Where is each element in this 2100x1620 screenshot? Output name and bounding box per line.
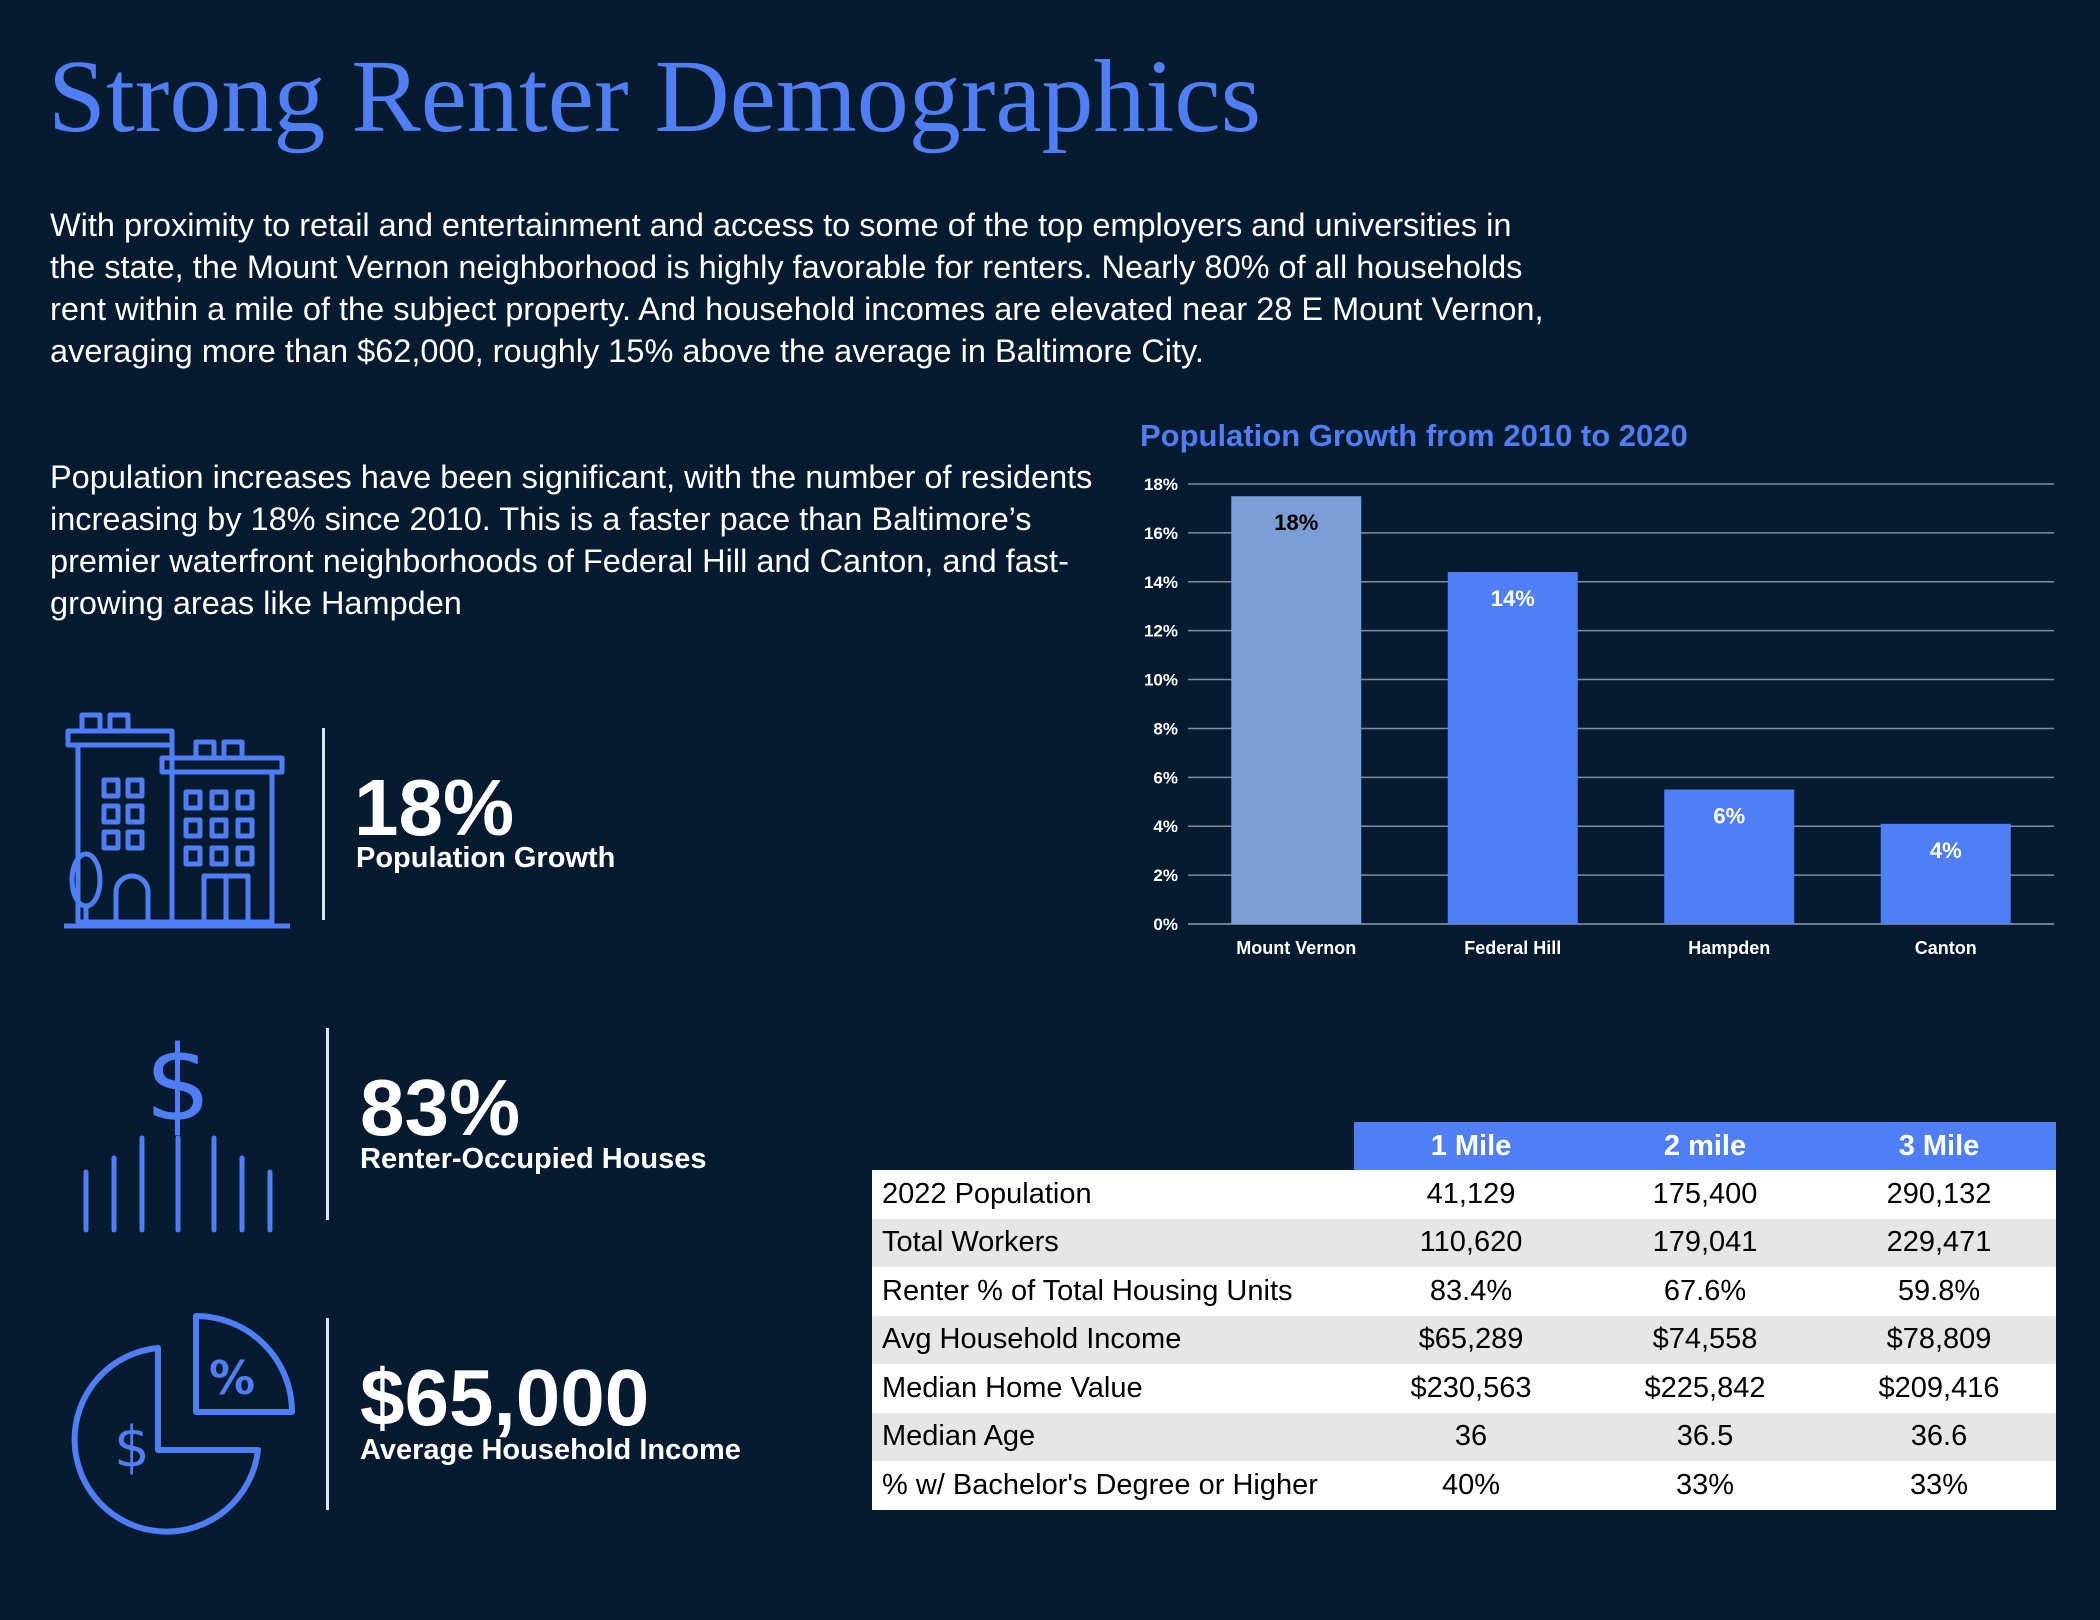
x-tick-label: Canton (1915, 938, 1977, 958)
table-cell: 83.4% (1354, 1267, 1588, 1316)
row-label: Renter % of Total Housing Units (872, 1267, 1354, 1316)
stat-value-renter: 83% (360, 1063, 521, 1152)
demographics-table: 1 Mile 2 mile 3 Mile 2022 Population 41,… (872, 1122, 2056, 1510)
table-cell: $209,416 (1822, 1364, 2056, 1413)
bar-data-label: 4% (1930, 838, 1962, 863)
table-cell: 229,471 (1822, 1218, 2056, 1267)
bar (1880, 823, 2011, 924)
table-cell: 175,400 (1588, 1170, 1822, 1219)
table-header-row: 1 Mile 2 mile 3 Mile (872, 1122, 2056, 1170)
table-row: Avg Household Income $65,289 $74,558 $78… (872, 1315, 2056, 1364)
table-row: Median Home Value $230,563 $225,842 $209… (872, 1364, 2056, 1413)
table-cell: 36.5 (1588, 1412, 1822, 1461)
y-tick-label: 2% (1153, 866, 1178, 885)
table-row: Median Age 36 36.5 36.6 (872, 1412, 2056, 1461)
table-cell: 179,041 (1588, 1218, 1822, 1267)
stat-value-population: 18% (354, 763, 515, 852)
y-tick-label: 18% (1144, 475, 1178, 494)
table-cell: 67.6% (1588, 1267, 1822, 1316)
table-row: 2022 Population 41,129 175,400 290,132 (872, 1170, 2056, 1219)
population-growth-chart: 0% 2% 4% 6% 8% 10% 12% 14% 16% 18% 18% Mount Vernon… (1144, 475, 2054, 958)
x-tick-label: Hampden (1688, 938, 1770, 958)
intro-paragraph: With proximity to retail and entertainme… (50, 207, 1544, 369)
table-cell: 290,132 (1822, 1170, 2056, 1219)
population-paragraph: Population increases have been significa… (50, 459, 1093, 621)
table-row: Renter % of Total Housing Units 83.4% 67… (872, 1267, 2056, 1316)
chart-title: Population Growth from 2010 to 2020 (1140, 418, 1688, 453)
table-header-3-mile: 3 Mile (1822, 1122, 2056, 1170)
y-tick-label: 6% (1153, 768, 1178, 787)
x-tick-label: Federal Hill (1464, 938, 1561, 958)
svg-text:%: % (209, 1351, 255, 1405)
svg-text:$: $ (145, 1023, 211, 1145)
table-cell: $230,563 (1354, 1364, 1588, 1413)
bar-data-label: 18% (1274, 510, 1318, 535)
stat-divider (326, 1028, 329, 1220)
table-cell: $65,289 (1354, 1315, 1588, 1364)
row-label: 2022 Population (872, 1170, 1354, 1219)
bar (1447, 572, 1578, 924)
x-tick-label: Mount Vernon (1236, 938, 1356, 958)
y-tick-label: 12% (1144, 622, 1178, 641)
table-cell: 33% (1588, 1461, 1822, 1510)
table-cell: 110,620 (1354, 1218, 1588, 1267)
y-tick-label: 16% (1144, 524, 1178, 543)
table-row: % w/ Bachelor's Degree or Higher 40% 33%… (872, 1461, 2056, 1510)
table-header-2-mile: 2 mile (1588, 1122, 1822, 1170)
row-label: Median Home Value (872, 1364, 1354, 1413)
bar-data-label: 14% (1491, 586, 1535, 611)
y-tick-label: 8% (1153, 719, 1178, 738)
table-cell: $225,842 (1588, 1364, 1822, 1413)
table-cell: 36 (1354, 1412, 1588, 1461)
table-cell: 36.6 (1822, 1412, 2056, 1461)
y-tick-label: 10% (1144, 671, 1178, 690)
bar-data-label: 6% (1713, 804, 1745, 829)
table-cell: 41,129 (1354, 1170, 1588, 1219)
table-header-1-mile: 1 Mile (1354, 1122, 1588, 1170)
row-label: % w/ Bachelor's Degree or Higher (872, 1461, 1354, 1510)
page-title: Strong Renter Demographics (48, 39, 1262, 154)
svg-text:$: $ (114, 1415, 150, 1480)
bar (1664, 789, 1795, 924)
table-row: Total Workers 110,620 179,041 229,471 (872, 1218, 2056, 1267)
table-cell: 40% (1354, 1461, 1588, 1510)
row-label: Total Workers (872, 1218, 1354, 1267)
table-cell: 33% (1822, 1461, 2056, 1510)
stat-divider (326, 1318, 329, 1510)
bar (1231, 496, 1362, 924)
table-cell: $78,809 (1822, 1315, 2056, 1364)
stat-label-renter: Renter-Occupied Houses (360, 1143, 707, 1175)
stat-label-income: Average Household Income (360, 1434, 741, 1466)
y-tick-label: 0% (1153, 915, 1178, 934)
row-label: Avg Household Income (872, 1315, 1354, 1364)
stat-divider (322, 728, 325, 920)
table-header-blank (872, 1122, 1354, 1170)
stat-value-income: $65,000 (360, 1353, 650, 1442)
stat-label-population: Population Growth (356, 842, 616, 874)
table-cell: $74,558 (1588, 1315, 1822, 1364)
pie-dollar-percent-icon: % $ (60, 1310, 300, 1536)
y-tick-label: 4% (1153, 817, 1178, 836)
table-cell: 59.8% (1822, 1267, 2056, 1316)
y-tick-label: 14% (1144, 573, 1178, 592)
buildings-icon (60, 712, 300, 938)
row-label: Median Age (872, 1412, 1354, 1461)
dollar-bars-icon: $ (60, 1012, 300, 1238)
